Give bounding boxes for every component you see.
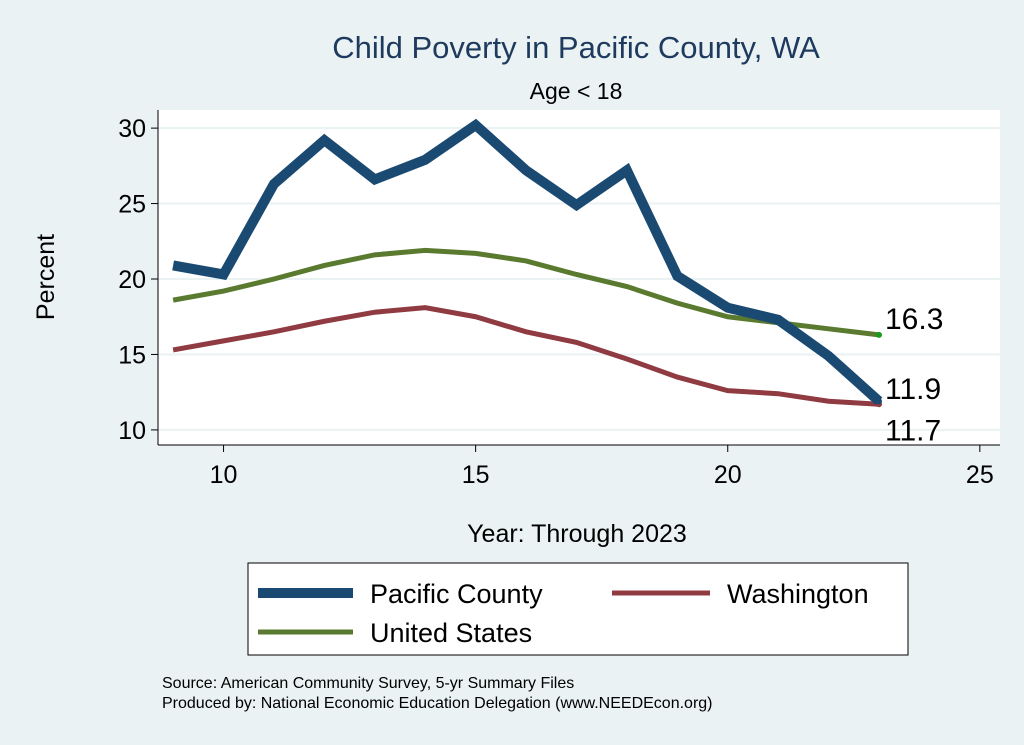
x-tick-label: 20 [714,461,742,489]
series-line-washington [172,305,880,407]
y-tick-label: 20 [118,266,146,294]
y-tick-label: 15 [118,341,146,369]
end-point-marker [875,331,882,338]
produced-note: Produced by: National Economic Education… [162,695,713,712]
end-value-label: 16.3 [885,303,943,336]
legend: Pacific County Washington United States [247,562,909,656]
y-tick-label: 30 [118,115,146,143]
source-note: Source: American Community Survey, 5-yr … [162,675,574,692]
series-line-pacific-county [172,118,883,405]
x-axis-label: Year: Through 2023 [467,520,687,548]
chart-title: Child Poverty in Pacific County, WA [332,30,820,65]
end-value-label: 11.7 [885,414,941,447]
y-tick-label: 25 [118,191,146,219]
chart-subtitle: Age < 18 [530,78,623,104]
legend-label-washington: Washington [727,579,869,609]
legend-label-pacific: Pacific County [370,579,543,609]
legend-label-us: United States [370,618,532,648]
y-axis-label: Percent [32,234,60,320]
x-tick-label: 25 [966,461,994,489]
x-tick-label: 10 [210,461,238,489]
x-tick-label: 15 [462,461,490,489]
end-value-label: 11.9 [885,373,941,406]
y-tick-label: 10 [118,417,146,445]
end-point-marker [875,398,882,405]
